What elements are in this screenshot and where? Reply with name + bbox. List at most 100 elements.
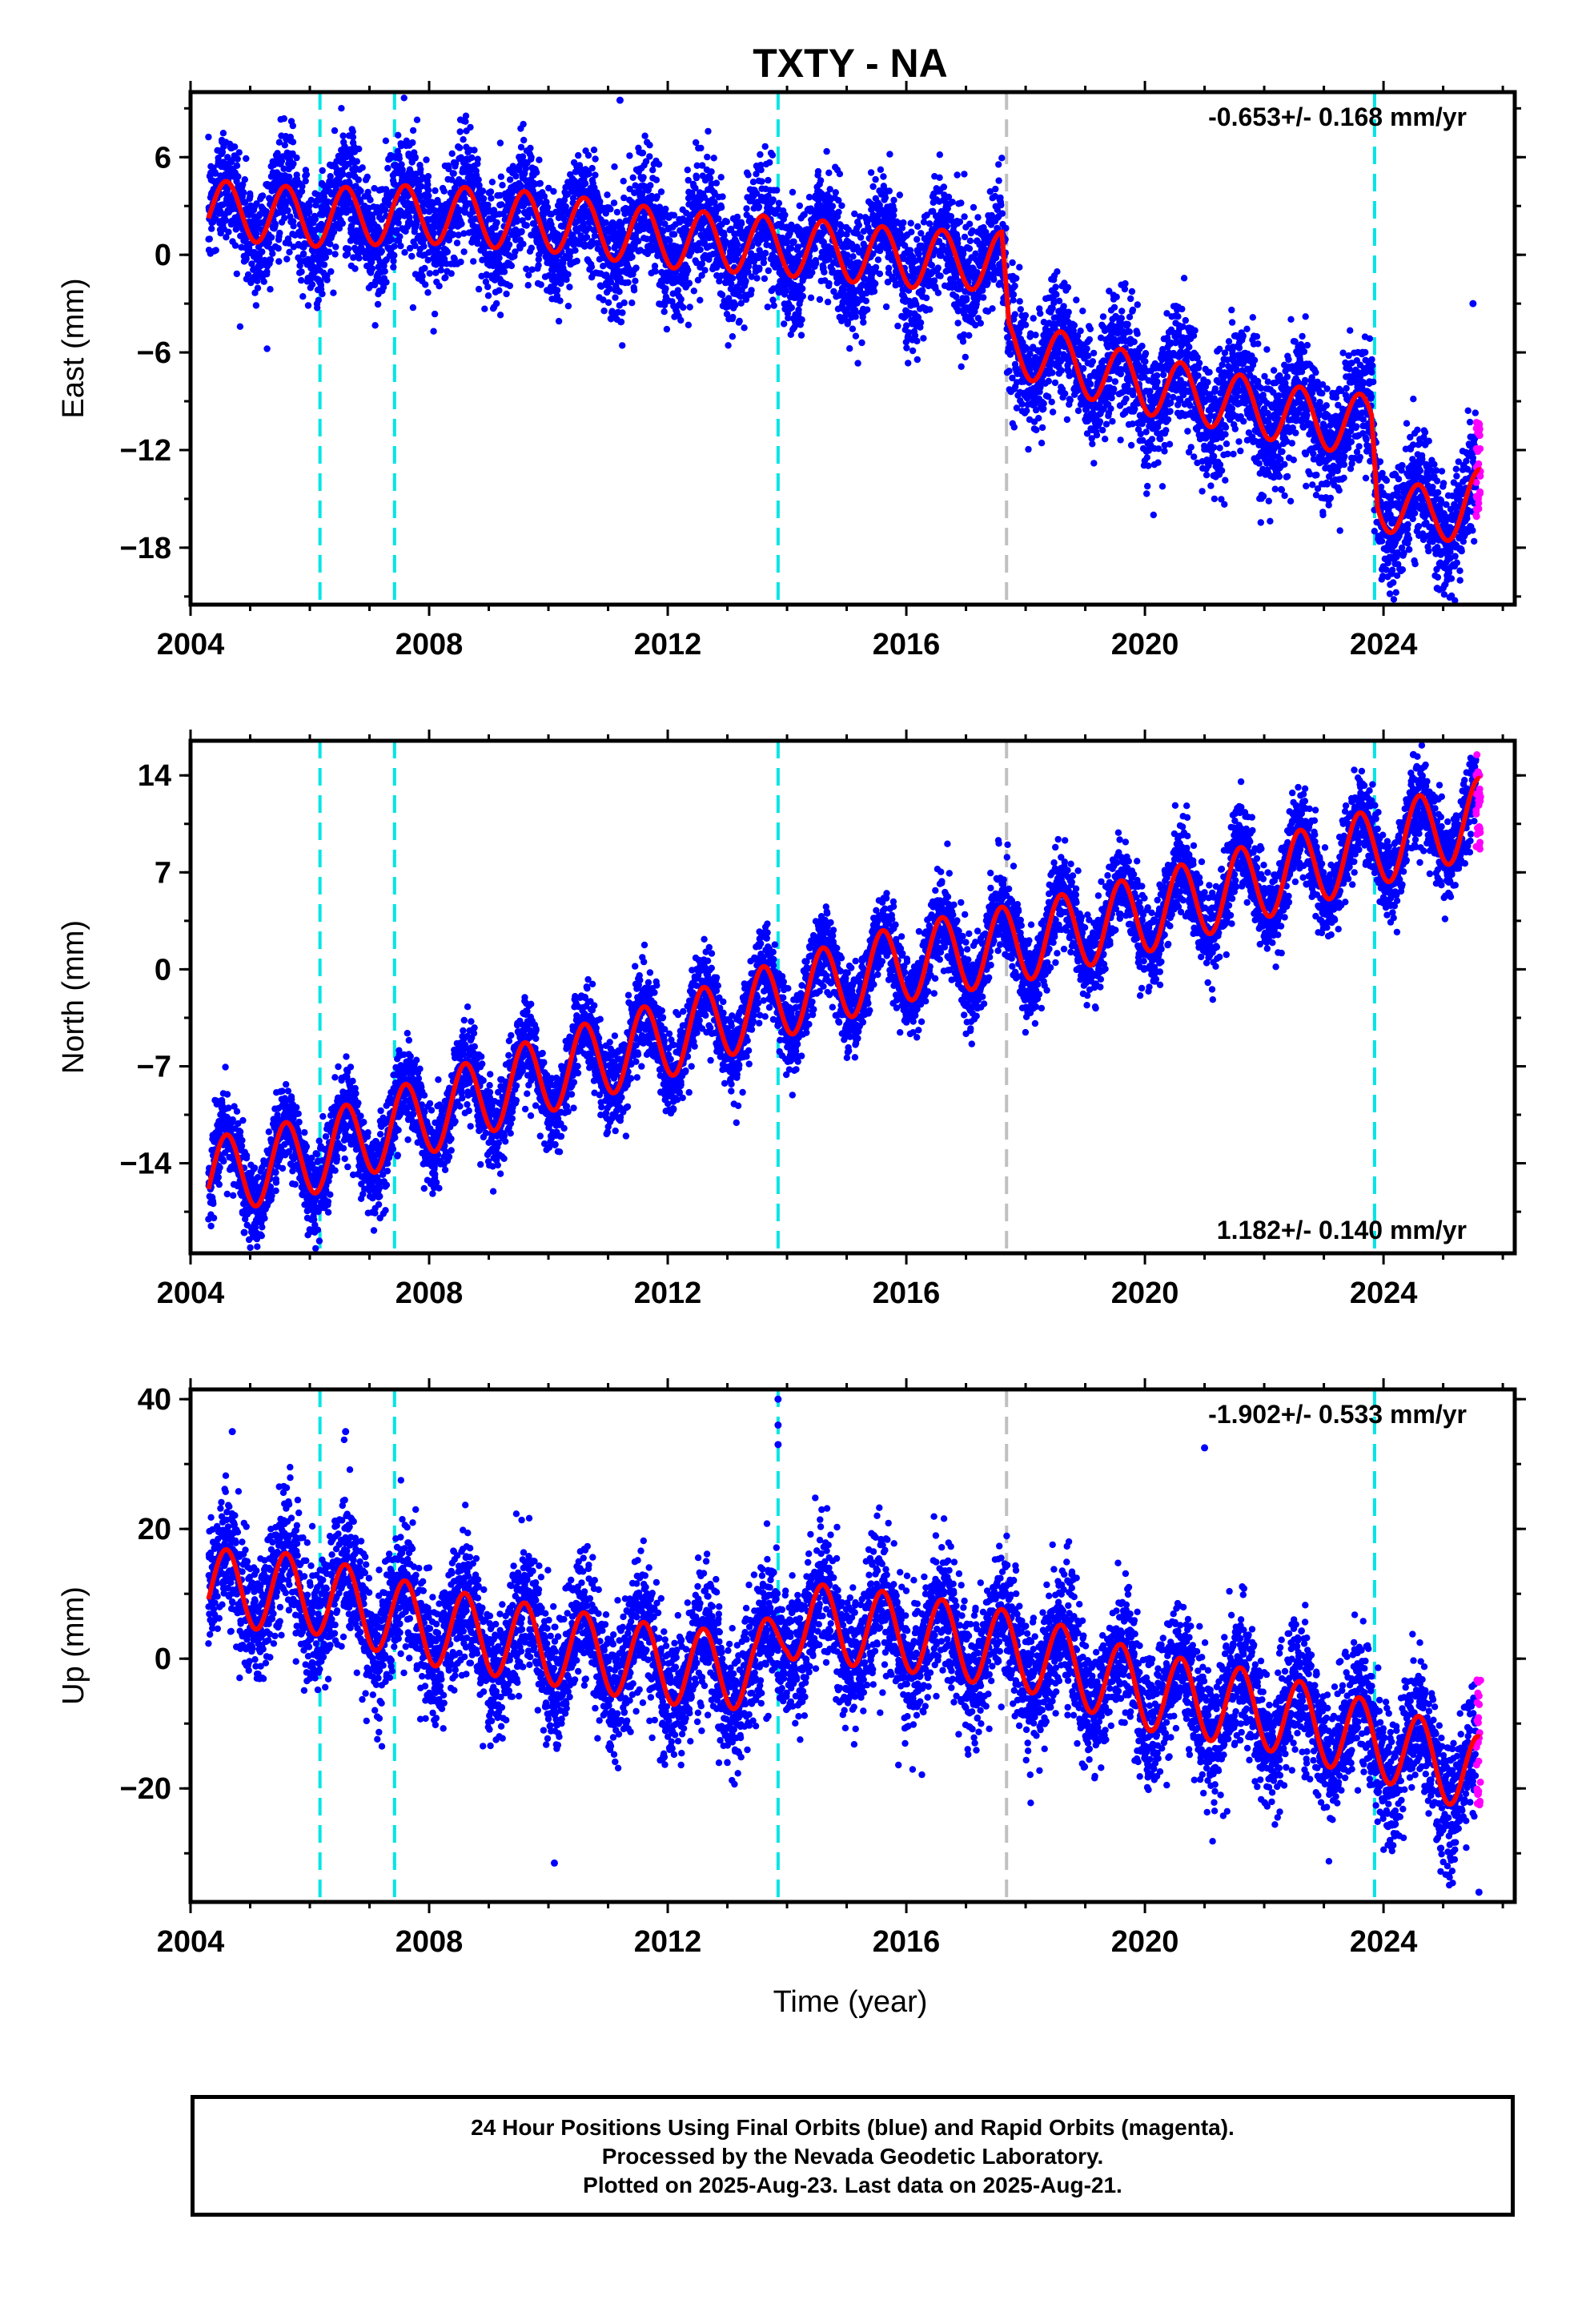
data-point — [961, 213, 968, 220]
data-point — [289, 139, 297, 146]
data-point — [970, 203, 978, 211]
data-point — [807, 294, 815, 301]
data-point — [913, 235, 921, 243]
data-point — [298, 187, 306, 195]
data-point — [914, 223, 921, 230]
data-point — [618, 220, 625, 228]
data-point — [320, 261, 328, 268]
data-point — [612, 294, 619, 301]
data-point — [616, 288, 623, 296]
data-point — [874, 256, 882, 263]
data-point — [913, 337, 921, 345]
data-point — [795, 306, 802, 314]
data-point — [716, 277, 723, 285]
data-point — [677, 316, 685, 324]
data-point — [219, 148, 227, 156]
data-point — [872, 263, 880, 271]
data-point — [299, 293, 307, 300]
data-point — [588, 164, 596, 172]
data-point — [285, 239, 293, 247]
data-point — [869, 183, 877, 191]
data-point — [456, 144, 464, 151]
data-point — [846, 345, 853, 352]
data-point — [661, 220, 669, 227]
data-point — [383, 279, 390, 286]
data-point — [395, 219, 402, 227]
data-point — [450, 170, 457, 177]
data-point — [620, 194, 628, 202]
data-point — [632, 182, 639, 189]
data-point — [588, 263, 596, 271]
data-point — [775, 199, 783, 207]
data-point — [789, 188, 797, 196]
data-point — [260, 278, 267, 285]
data-point — [711, 243, 719, 250]
data-point — [849, 325, 857, 332]
data-point — [289, 122, 296, 130]
data-point — [685, 279, 693, 287]
data-point — [632, 264, 640, 271]
data-point — [296, 262, 303, 269]
data-point — [488, 195, 495, 202]
data-point — [885, 264, 893, 271]
data-point — [557, 277, 564, 284]
data-point — [886, 151, 893, 158]
data-point — [424, 187, 432, 194]
data-point — [519, 153, 527, 160]
data-point — [475, 285, 483, 293]
data-point — [423, 156, 430, 163]
data-point — [826, 186, 833, 193]
data-point — [564, 303, 572, 310]
data-point — [905, 360, 912, 367]
data-point — [796, 202, 803, 210]
data-point — [663, 325, 671, 333]
data-point — [628, 300, 636, 307]
data-point — [528, 266, 536, 273]
data-point — [432, 207, 439, 215]
data-point — [355, 255, 363, 262]
data-point — [527, 144, 534, 152]
data-point — [610, 199, 618, 207]
data-point — [303, 171, 311, 179]
data-point — [419, 174, 426, 181]
data-point — [757, 167, 765, 174]
data-point — [275, 139, 283, 146]
data-point — [757, 151, 764, 159]
data-point — [212, 215, 219, 223]
data-point — [339, 171, 347, 178]
data-point — [765, 176, 772, 184]
data-point — [267, 234, 275, 241]
data-point — [371, 322, 379, 329]
data-point — [708, 180, 715, 187]
data-point — [265, 239, 272, 247]
data-point — [319, 167, 326, 175]
data-point — [699, 162, 706, 169]
data-point — [327, 267, 335, 275]
data-point — [736, 317, 743, 325]
data-point — [765, 267, 772, 275]
data-point — [422, 281, 429, 288]
data-point — [809, 269, 816, 276]
data-point — [517, 183, 524, 190]
data-point — [670, 231, 678, 238]
data-point — [242, 199, 249, 206]
data-point — [995, 177, 1002, 184]
data-point — [685, 267, 692, 274]
data-point — [966, 332, 973, 339]
data-point — [600, 308, 608, 315]
data-point — [496, 139, 504, 147]
data-point — [280, 165, 287, 172]
data-point — [267, 256, 275, 263]
data-point — [798, 316, 805, 324]
data-point — [298, 276, 305, 284]
data-point — [919, 287, 926, 294]
data-point — [528, 244, 535, 251]
data-point — [536, 156, 543, 163]
data-point — [641, 132, 648, 139]
data-point — [657, 188, 665, 195]
data-point — [233, 162, 241, 169]
final-orbit-points — [205, 94, 1480, 604]
data-point — [607, 206, 614, 213]
data-point — [347, 223, 355, 230]
data-point — [314, 304, 321, 312]
